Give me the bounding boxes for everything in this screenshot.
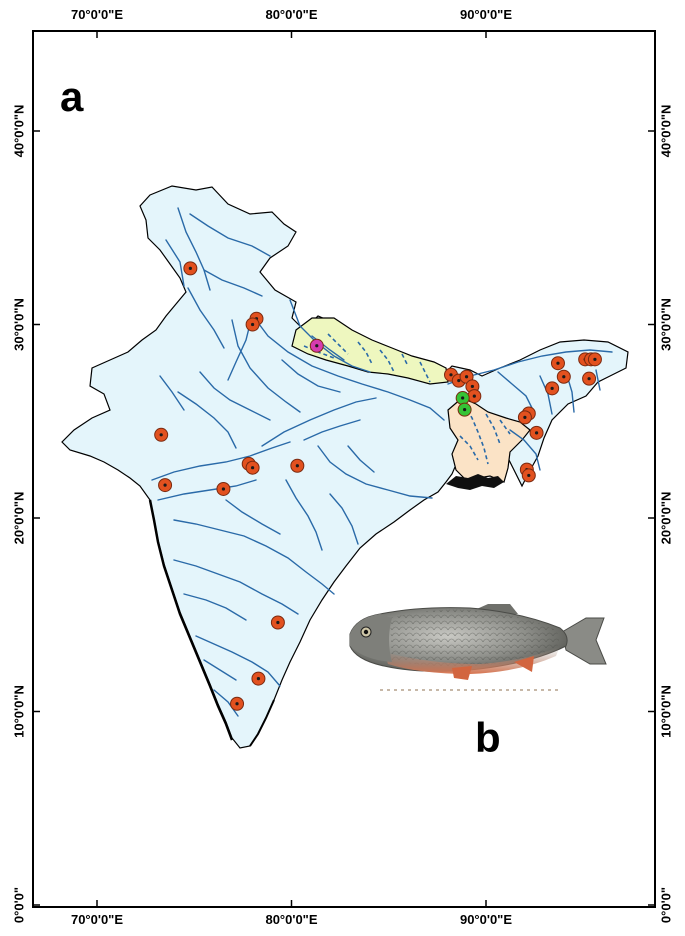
sampling-site-marker	[251, 671, 266, 686]
sampling-site-marker	[550, 356, 565, 371]
sampling-site-marker	[216, 481, 231, 496]
sampling-site-marker	[245, 317, 260, 332]
sampling-site-marker	[587, 352, 602, 367]
panel-label-b: b	[475, 714, 501, 761]
sampling-site-marker-center	[295, 464, 299, 468]
sampling-site-marker	[183, 261, 198, 276]
sampling-site-marker-center	[587, 377, 591, 381]
left-tick-label: 40°0'0"N	[11, 105, 26, 158]
top-tick-label: 90°0'0"E	[460, 7, 512, 22]
sampling-site-marker-center	[556, 361, 560, 365]
bangladesh-site-marker-center	[463, 408, 467, 412]
sampling-site-marker-center	[276, 620, 280, 625]
sampling-site-marker-center	[251, 322, 255, 327]
left-tick-label: 20°0'0"N	[11, 492, 26, 545]
fish-photo	[349, 604, 607, 691]
sampling-site-marker	[154, 427, 169, 442]
left-tick-label: 30°0'0"N	[11, 298, 26, 351]
ticks-layer: 70°0'0"E 70°0'0"E 80°0'0"E 80°0'0"E 90°0'0"E…	[11, 7, 673, 927]
sampling-site-marker	[158, 478, 173, 493]
sampling-site-marker	[245, 460, 260, 475]
nepal-region	[291, 317, 449, 385]
sampling-site-marker-center	[188, 266, 192, 270]
nepal-site-marker	[309, 338, 324, 353]
nepal-site-marker-center	[315, 344, 319, 348]
sampling-site-marker-center	[464, 375, 469, 379]
bangladesh-region	[447, 397, 531, 483]
fish-tail	[561, 617, 607, 665]
southeast-coast-edge	[249, 699, 275, 747]
bottom-tick-label: 80°0'0"E	[265, 912, 317, 927]
sundarbans-coast	[446, 474, 504, 490]
sampling-site-marker	[521, 468, 536, 483]
bangladesh-site-marker	[457, 402, 472, 417]
sampling-site-marker	[467, 389, 482, 404]
right-tick-label: 30°0'0"N	[658, 298, 673, 351]
bangladesh-site-marker	[455, 391, 470, 406]
bottom-tick-label: 70°0'0"E	[71, 912, 123, 927]
sampling-site-marker	[582, 371, 597, 386]
sampling-site-marker-center	[159, 433, 163, 437]
sampling-site-marker-center	[235, 702, 239, 706]
sampling-site-marker-center	[534, 431, 539, 435]
sampling-site-marker-center	[593, 357, 597, 361]
fish-pelvic-fin	[452, 666, 472, 680]
top-tick-label: 80°0'0"E	[265, 7, 317, 22]
river-network	[151, 207, 613, 717]
sampling-site-marker-center	[163, 483, 167, 487]
sampling-site-marker-center	[221, 487, 226, 491]
sampling-site-marker-center	[256, 677, 261, 681]
right-tick-label: 40°0'0"N	[658, 105, 673, 158]
bangladesh-site-marker-center	[461, 396, 465, 400]
top-tick-label: 70°0'0"E	[71, 7, 123, 22]
west-coast-edge	[148, 499, 234, 741]
sampling-site-marker-center	[562, 375, 566, 379]
sampling-site-marker	[545, 381, 560, 396]
sampling-site-marker-center	[251, 466, 255, 470]
sampling-site-marker	[290, 458, 305, 473]
right-tick-label: 20°0'0"N	[658, 492, 673, 545]
fish-anal-fin	[514, 656, 534, 672]
fish-head	[350, 614, 392, 662]
sampling-site-marker-center	[457, 379, 461, 383]
markers-layer	[154, 261, 602, 711]
left-tick-label: 10°0'0"N	[11, 685, 26, 738]
right-tick-label: 10°0'0"N	[658, 685, 673, 738]
sampling-site-marker-center	[470, 384, 474, 389]
fish-pupil	[363, 629, 369, 635]
sampling-site-marker	[556, 369, 571, 384]
sampling-site-marker	[529, 425, 544, 440]
sampling-site-marker	[230, 696, 245, 711]
sampling-site-marker	[517, 410, 532, 425]
bottom-tick-label: 90°0'0"E	[460, 912, 512, 927]
fish-scales	[390, 609, 559, 667]
right-tick-label: 0°0'0"	[658, 887, 673, 923]
sampling-site-marker	[270, 615, 285, 630]
sampling-site-marker-center	[449, 373, 453, 377]
sampling-site-marker-center	[472, 394, 476, 398]
sampling-site-marker-center	[523, 415, 527, 419]
panel-label-a: a	[60, 73, 84, 120]
sampling-site-marker-center	[550, 386, 554, 390]
sampling-site-marker-center	[527, 473, 531, 478]
left-tick-label: 0°0'0"	[11, 887, 26, 923]
fish-belly	[384, 646, 560, 674]
